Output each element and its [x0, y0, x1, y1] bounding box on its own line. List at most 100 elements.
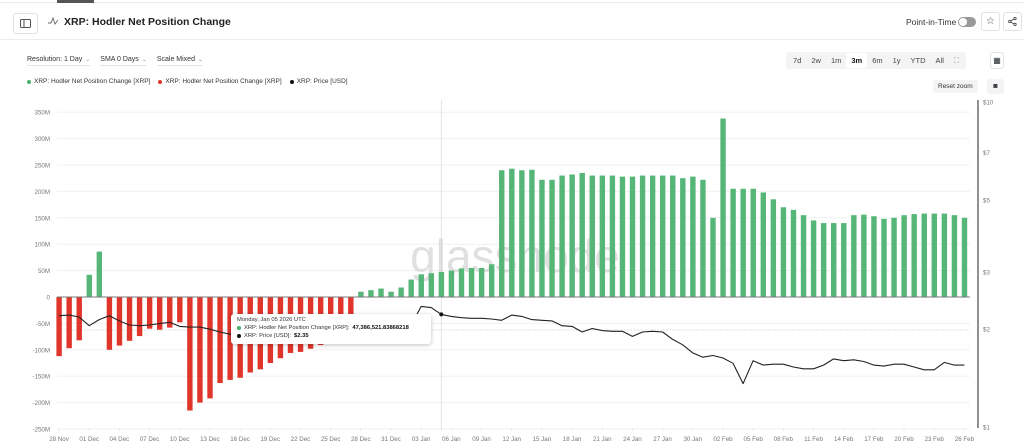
point-in-time-toggle[interactable]: [958, 17, 976, 27]
bar[interactable]: [458, 268, 465, 297]
bar[interactable]: [86, 274, 92, 297]
bar[interactable]: [358, 291, 364, 297]
bar[interactable]: [740, 188, 746, 297]
bar[interactable]: [680, 178, 686, 297]
bar[interactable]: [639, 175, 646, 297]
bar[interactable]: [861, 214, 867, 297]
bar[interactable]: [418, 274, 424, 297]
bar[interactable]: [800, 215, 807, 297]
range-2w[interactable]: 2w: [811, 56, 821, 65]
bar[interactable]: [851, 215, 857, 297]
bar[interactable]: [167, 297, 173, 328]
bar[interactable]: [478, 267, 485, 297]
resolution-dropdown[interactable]: Resolution: 1 Day ⌄: [27, 56, 91, 66]
bar[interactable]: [569, 174, 575, 297]
range-ytd[interactable]: YTD: [910, 56, 926, 65]
bar[interactable]: [720, 118, 726, 297]
bar[interactable]: [539, 179, 545, 297]
bar[interactable]: [951, 215, 958, 297]
bar[interactable]: [187, 297, 193, 411]
legend-item-negative[interactable]: XRP: Hodler Net Position Change [XRP]: [158, 78, 282, 85]
range-1m[interactable]: 1m: [830, 56, 842, 65]
bar[interactable]: [488, 264, 495, 297]
bar[interactable]: [368, 290, 374, 297]
sma-dropdown[interactable]: SMA 0 Days ⌄: [100, 56, 147, 66]
bar[interactable]: [207, 297, 213, 399]
bar[interactable]: [670, 175, 676, 297]
bar[interactable]: [136, 297, 143, 337]
bar[interactable]: [629, 176, 636, 297]
bar[interactable]: [177, 297, 183, 323]
bar[interactable]: [549, 179, 555, 297]
scale-dropdown[interactable]: Scale Mixed ⌄: [156, 56, 204, 66]
bar[interactable]: [146, 297, 153, 329]
bar[interactable]: [217, 297, 223, 384]
bar[interactable]: [96, 251, 103, 297]
bar[interactable]: [609, 175, 616, 297]
bar[interactable]: [559, 175, 565, 297]
bar[interactable]: [589, 175, 595, 297]
bar[interactable]: [770, 199, 777, 297]
bar[interactable]: [509, 168, 515, 297]
bar[interactable]: [388, 291, 394, 297]
date-picker-button[interactable]: ▦: [990, 52, 1004, 69]
range-all[interactable]: All: [935, 56, 944, 65]
price-line[interactable]: [58, 305, 965, 385]
bar[interactable]: [750, 188, 756, 297]
bar[interactable]: [56, 297, 62, 357]
favorite-button[interactable]: ☆: [981, 12, 1000, 31]
bar[interactable]: [378, 288, 384, 297]
bar[interactable]: [519, 170, 525, 297]
bar[interactable]: [730, 188, 736, 297]
range-7d[interactable]: 7d: [793, 56, 802, 65]
bar[interactable]: [881, 218, 887, 297]
share-button[interactable]: [1003, 12, 1022, 31]
bar[interactable]: [468, 267, 475, 297]
legend-item-price[interactable]: XRP: Price [USD]: [289, 78, 348, 85]
bar[interactable]: [790, 209, 797, 297]
bar[interactable]: [448, 270, 455, 297]
bar[interactable]: [438, 271, 445, 297]
range-1y[interactable]: 1y: [892, 56, 901, 65]
bar[interactable]: [961, 217, 968, 297]
bar[interactable]: [398, 287, 404, 297]
legend-item-positive[interactable]: XRP: Hodler Net Position Change [XRP]: [27, 78, 150, 85]
bar[interactable]: [348, 297, 354, 317]
bar[interactable]: [157, 297, 163, 330]
bar[interactable]: [126, 297, 133, 341]
bar[interactable]: [820, 223, 827, 297]
bar[interactable]: [649, 175, 656, 297]
bar[interactable]: [690, 176, 696, 297]
bar[interactable]: [227, 297, 233, 380]
bar[interactable]: [328, 297, 334, 320]
reset-zoom-button[interactable]: Reset zoom: [933, 80, 978, 93]
bar[interactable]: [599, 175, 606, 297]
bar[interactable]: [499, 170, 505, 297]
bar[interactable]: [911, 214, 917, 297]
bar[interactable]: [760, 192, 766, 297]
bar[interactable]: [810, 220, 817, 297]
bar[interactable]: [66, 297, 72, 349]
screenshot-button[interactable]: ◙: [987, 79, 1004, 94]
bar[interactable]: [428, 273, 435, 297]
bar[interactable]: [901, 215, 907, 297]
range-3m[interactable]: 3m: [846, 53, 868, 68]
bar[interactable]: [619, 176, 626, 297]
bar[interactable]: [891, 217, 897, 297]
sidebar-toggle-button[interactable]: [13, 13, 38, 34]
bar[interactable]: [579, 172, 585, 297]
bar[interactable]: [408, 279, 414, 297]
range-6m[interactable]: 6m: [872, 56, 883, 65]
bar[interactable]: [529, 169, 535, 297]
bar[interactable]: [338, 297, 344, 320]
bar[interactable]: [700, 179, 706, 297]
bar[interactable]: [780, 207, 787, 297]
bar[interactable]: [921, 213, 927, 297]
bar[interactable]: [106, 297, 113, 350]
zoom-select-button[interactable]: ⛶: [953, 55, 960, 65]
bar[interactable]: [831, 223, 837, 297]
bar[interactable]: [660, 175, 666, 297]
bar[interactable]: [931, 213, 938, 297]
bar[interactable]: [841, 223, 847, 297]
